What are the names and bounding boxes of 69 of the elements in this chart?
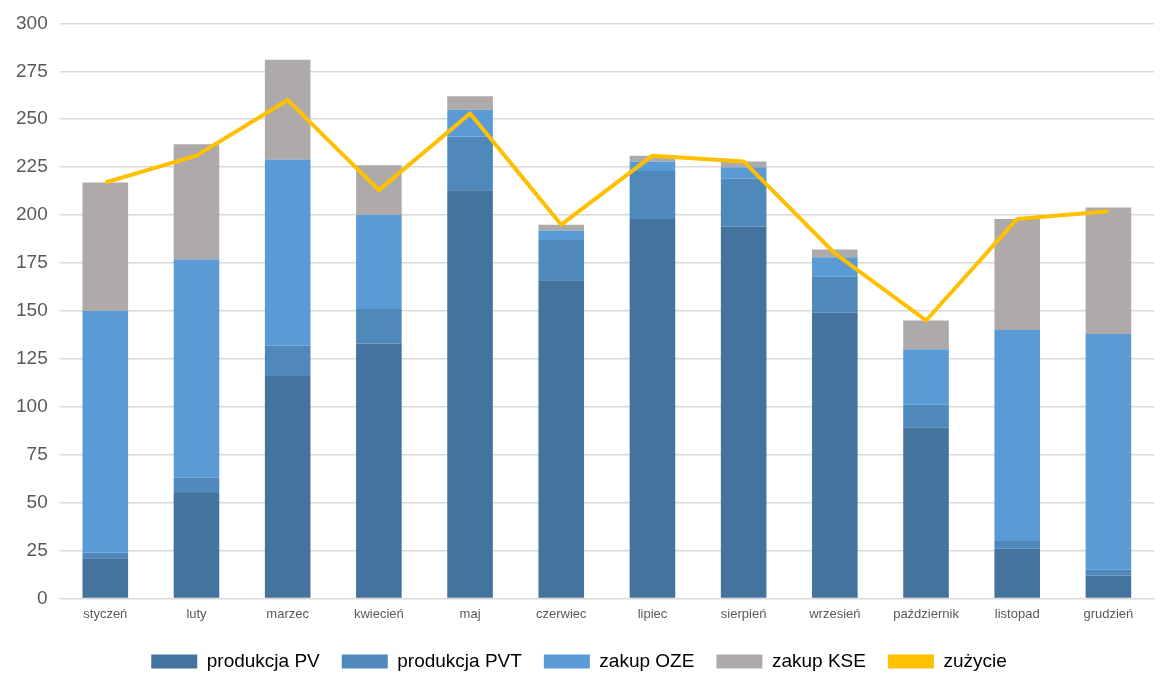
- bar: [356, 215, 402, 309]
- x-tick-label: lipiec: [637, 605, 668, 621]
- bar: [264, 159, 311, 346]
- bar: [629, 218, 676, 598]
- x-tick-label: czerwiec: [535, 605, 588, 621]
- legend-label: produkcja PVT: [397, 649, 523, 671]
- y-tick-label: 250: [16, 107, 48, 129]
- x-tick-label: maj: [459, 605, 481, 621]
- bar: [356, 308, 402, 344]
- y-tick-label: 125: [16, 347, 48, 369]
- bar: [994, 540, 1041, 549]
- bar: [82, 182, 129, 311]
- legend-label: zakup KSE: [771, 649, 866, 671]
- bar: [447, 96, 493, 110]
- bar: [82, 310, 129, 553]
- y-tick-label: 175: [16, 251, 48, 273]
- bar: [903, 349, 949, 405]
- bar: [994, 548, 1041, 598]
- bar: [903, 427, 949, 598]
- legend-label: zakup OZE: [599, 649, 695, 671]
- x-tick-label: sierpień: [720, 605, 767, 621]
- x-tick-label: wrzesień: [808, 605, 861, 621]
- bar: [82, 552, 129, 559]
- y-tick-label: 75: [26, 442, 48, 464]
- bar: [720, 178, 767, 227]
- bar: [538, 239, 585, 281]
- bar: [720, 226, 767, 598]
- bar: [538, 280, 585, 598]
- bar: [264, 345, 311, 377]
- y-tick-label: 100: [16, 394, 48, 416]
- bar: [264, 376, 311, 598]
- legend-label: zużycie: [943, 649, 1007, 671]
- bar: [629, 170, 676, 219]
- bar: [356, 343, 402, 598]
- bar: [1085, 333, 1132, 570]
- bar: [994, 218, 1041, 331]
- bar: [173, 144, 220, 260]
- y-tick-label: 50: [26, 490, 48, 512]
- bar: [903, 320, 949, 350]
- bar: [994, 330, 1041, 541]
- bar: [173, 477, 220, 493]
- bar: [903, 404, 949, 428]
- y-tick-label: 300: [16, 11, 48, 33]
- bar: [173, 259, 220, 478]
- x-tick-label: grudzień: [1083, 605, 1134, 621]
- y-tick-label: 25: [26, 538, 48, 560]
- x-tick-label: styczeń: [83, 605, 128, 621]
- y-tick-label: 275: [16, 59, 48, 81]
- y-tick-label: 200: [16, 203, 48, 225]
- bar: [1085, 575, 1132, 598]
- x-tick-label: luty: [186, 605, 208, 621]
- bar: [447, 136, 493, 191]
- bar: [82, 558, 129, 598]
- y-tick-label: 0: [37, 586, 48, 608]
- y-tick-label: 150: [16, 299, 48, 321]
- bar: [264, 59, 311, 160]
- bar: [812, 312, 858, 598]
- bar: [1085, 207, 1132, 334]
- y-tick-label: 225: [16, 155, 48, 177]
- bar: [173, 492, 220, 598]
- x-tick-label: kwiecień: [353, 605, 404, 621]
- bar: [812, 276, 858, 313]
- legend-label: produkcja PV: [206, 649, 321, 671]
- bar: [538, 230, 585, 240]
- x-tick-label: marzec: [266, 605, 310, 621]
- bar: [447, 190, 493, 598]
- bar: [812, 257, 858, 277]
- x-tick-label: listopad: [994, 605, 1040, 621]
- x-tick-label: październik: [893, 605, 960, 621]
